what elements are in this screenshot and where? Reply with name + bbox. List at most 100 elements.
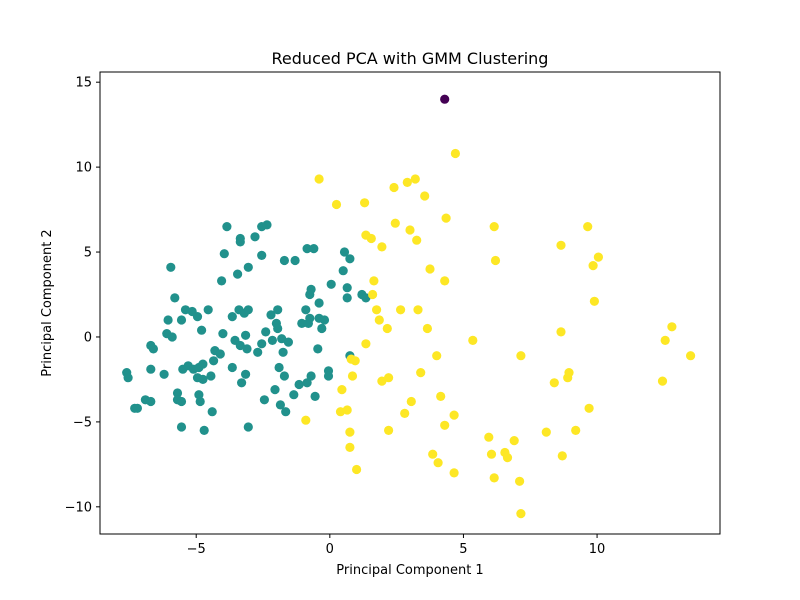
data-point	[319, 315, 330, 325]
data-point	[541, 427, 551, 437]
data-point	[400, 408, 410, 418]
data-point	[243, 422, 253, 432]
data-point	[516, 508, 526, 519]
data-point	[148, 344, 158, 354]
data-point	[556, 327, 566, 337]
data-point	[583, 222, 593, 232]
data-point	[405, 225, 415, 235]
data-point	[428, 449, 438, 459]
data-point	[289, 390, 299, 400]
data-point	[294, 379, 304, 390]
data-point	[440, 94, 450, 104]
x-axis-label: Principal Component 1	[336, 563, 483, 578]
data-point	[342, 283, 352, 293]
x-tick-label: 0	[326, 542, 334, 557]
data-point	[302, 244, 312, 254]
data-point	[257, 250, 267, 260]
data-point	[270, 385, 280, 395]
data-point	[490, 255, 501, 266]
chart-title: Reduced PCA with GMM Clustering	[272, 49, 549, 68]
data-point	[486, 449, 497, 459]
data-point	[314, 298, 324, 308]
plot-frame	[99, 71, 721, 535]
data-point	[253, 347, 263, 357]
data-point	[549, 378, 559, 388]
data-point	[273, 323, 283, 334]
data-point	[326, 279, 336, 289]
data-point	[203, 305, 213, 315]
data-point	[235, 237, 245, 247]
data-point	[484, 432, 494, 442]
data-point	[279, 371, 289, 381]
data-point	[198, 374, 208, 384]
data-point	[310, 391, 320, 401]
data-point	[402, 177, 412, 187]
data-point	[309, 244, 319, 254]
data-point	[323, 371, 334, 381]
data-point	[279, 255, 289, 266]
data-point	[313, 344, 323, 354]
data-point	[159, 369, 169, 379]
data-point	[278, 347, 288, 357]
data-point	[209, 356, 219, 366]
x-tick-label: −5	[187, 542, 206, 557]
data-point	[262, 220, 272, 230]
data-point	[339, 247, 350, 257]
data-point	[441, 213, 451, 223]
data-point	[564, 368, 574, 378]
data-point	[440, 276, 450, 286]
data-point	[360, 198, 370, 208]
data-point	[350, 356, 360, 366]
data-point	[345, 442, 355, 452]
data-point	[667, 322, 677, 332]
data-point	[516, 351, 526, 361]
data-point	[331, 199, 342, 210]
data-point	[237, 378, 247, 388]
data-point	[233, 269, 243, 279]
data-point	[372, 305, 382, 315]
data-point	[450, 148, 460, 159]
data-point	[123, 373, 133, 383]
x-tick-label: 10	[589, 542, 606, 557]
data-point	[163, 315, 173, 325]
data-point	[584, 403, 594, 413]
data-point	[176, 315, 187, 325]
data-point	[132, 403, 142, 413]
data-point	[347, 371, 358, 381]
data-point	[489, 222, 499, 232]
data-point	[217, 276, 227, 286]
data-point	[374, 315, 384, 325]
data-point	[306, 284, 316, 294]
data-point	[297, 318, 307, 328]
data-point	[413, 305, 423, 315]
data-point	[273, 305, 283, 315]
data-point	[314, 174, 324, 184]
data-point	[382, 323, 392, 334]
data-point	[589, 296, 600, 306]
data-point	[416, 368, 426, 378]
y-tick-label: 5	[84, 246, 92, 261]
y-tick-label: 0	[84, 330, 92, 345]
data-point	[243, 305, 253, 315]
data-point	[146, 364, 156, 374]
data-point	[195, 396, 205, 407]
data-point	[283, 337, 293, 347]
data-point	[425, 264, 435, 274]
data-point	[422, 323, 432, 334]
data-point	[176, 422, 187, 432]
data-point	[449, 410, 459, 420]
data-point	[306, 371, 316, 381]
data-point	[384, 373, 394, 383]
data-point	[410, 174, 420, 184]
data-point	[206, 371, 216, 381]
data-point	[281, 407, 291, 417]
data-point	[267, 335, 277, 345]
data-point	[317, 323, 327, 334]
data-point	[194, 390, 204, 400]
x-tick-label: 5	[459, 542, 467, 557]
y-tick-label: −10	[65, 500, 92, 515]
data-point	[571, 425, 581, 435]
data-point	[509, 436, 519, 446]
data-point	[420, 191, 430, 201]
data-point	[686, 351, 696, 361]
